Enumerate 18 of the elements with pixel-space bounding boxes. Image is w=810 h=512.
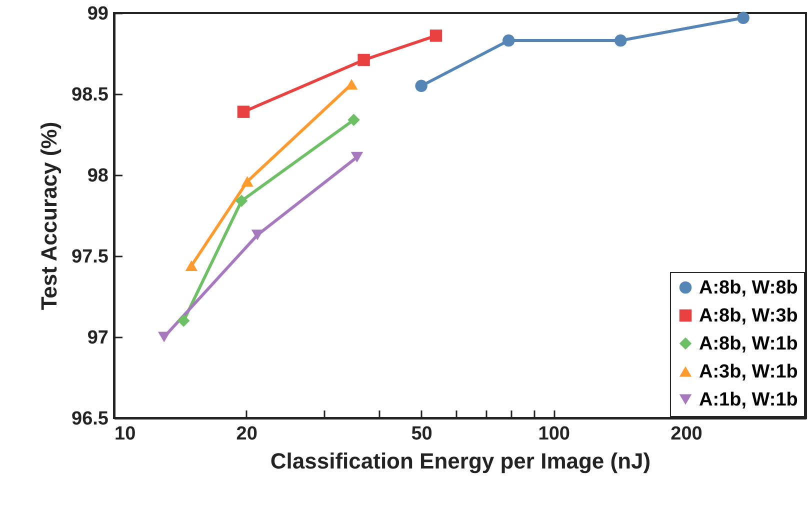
y-tick-label: 98: [87, 166, 108, 186]
legend-label: A:8b, W:1b: [699, 334, 798, 354]
x-tick-label: 200: [670, 424, 702, 444]
x-tick-label: 50: [411, 424, 432, 444]
x-tick-label: 10: [114, 424, 136, 444]
y-axis-title: Test Accuracy (%): [36, 122, 62, 310]
x-axis-title: Classification Energy per Image (nJ): [270, 448, 651, 474]
y-tick-label: 97: [87, 328, 108, 348]
legend-label: A:8b, W:8b: [699, 278, 798, 298]
x-tick-label: 100: [538, 424, 570, 444]
legend-label: A:3b, W:1b: [699, 362, 798, 382]
y-tick-label: 96.5: [72, 408, 109, 430]
legend-label: A:1b, W:1b: [699, 390, 798, 410]
y-tick-label: 97.5: [72, 246, 109, 268]
y-tick-label: 99: [87, 4, 108, 24]
y-tick-label: 98.5: [72, 84, 109, 106]
legend-label: A:8b, W:3b: [699, 306, 798, 326]
x-tick-label: 20: [236, 424, 258, 444]
